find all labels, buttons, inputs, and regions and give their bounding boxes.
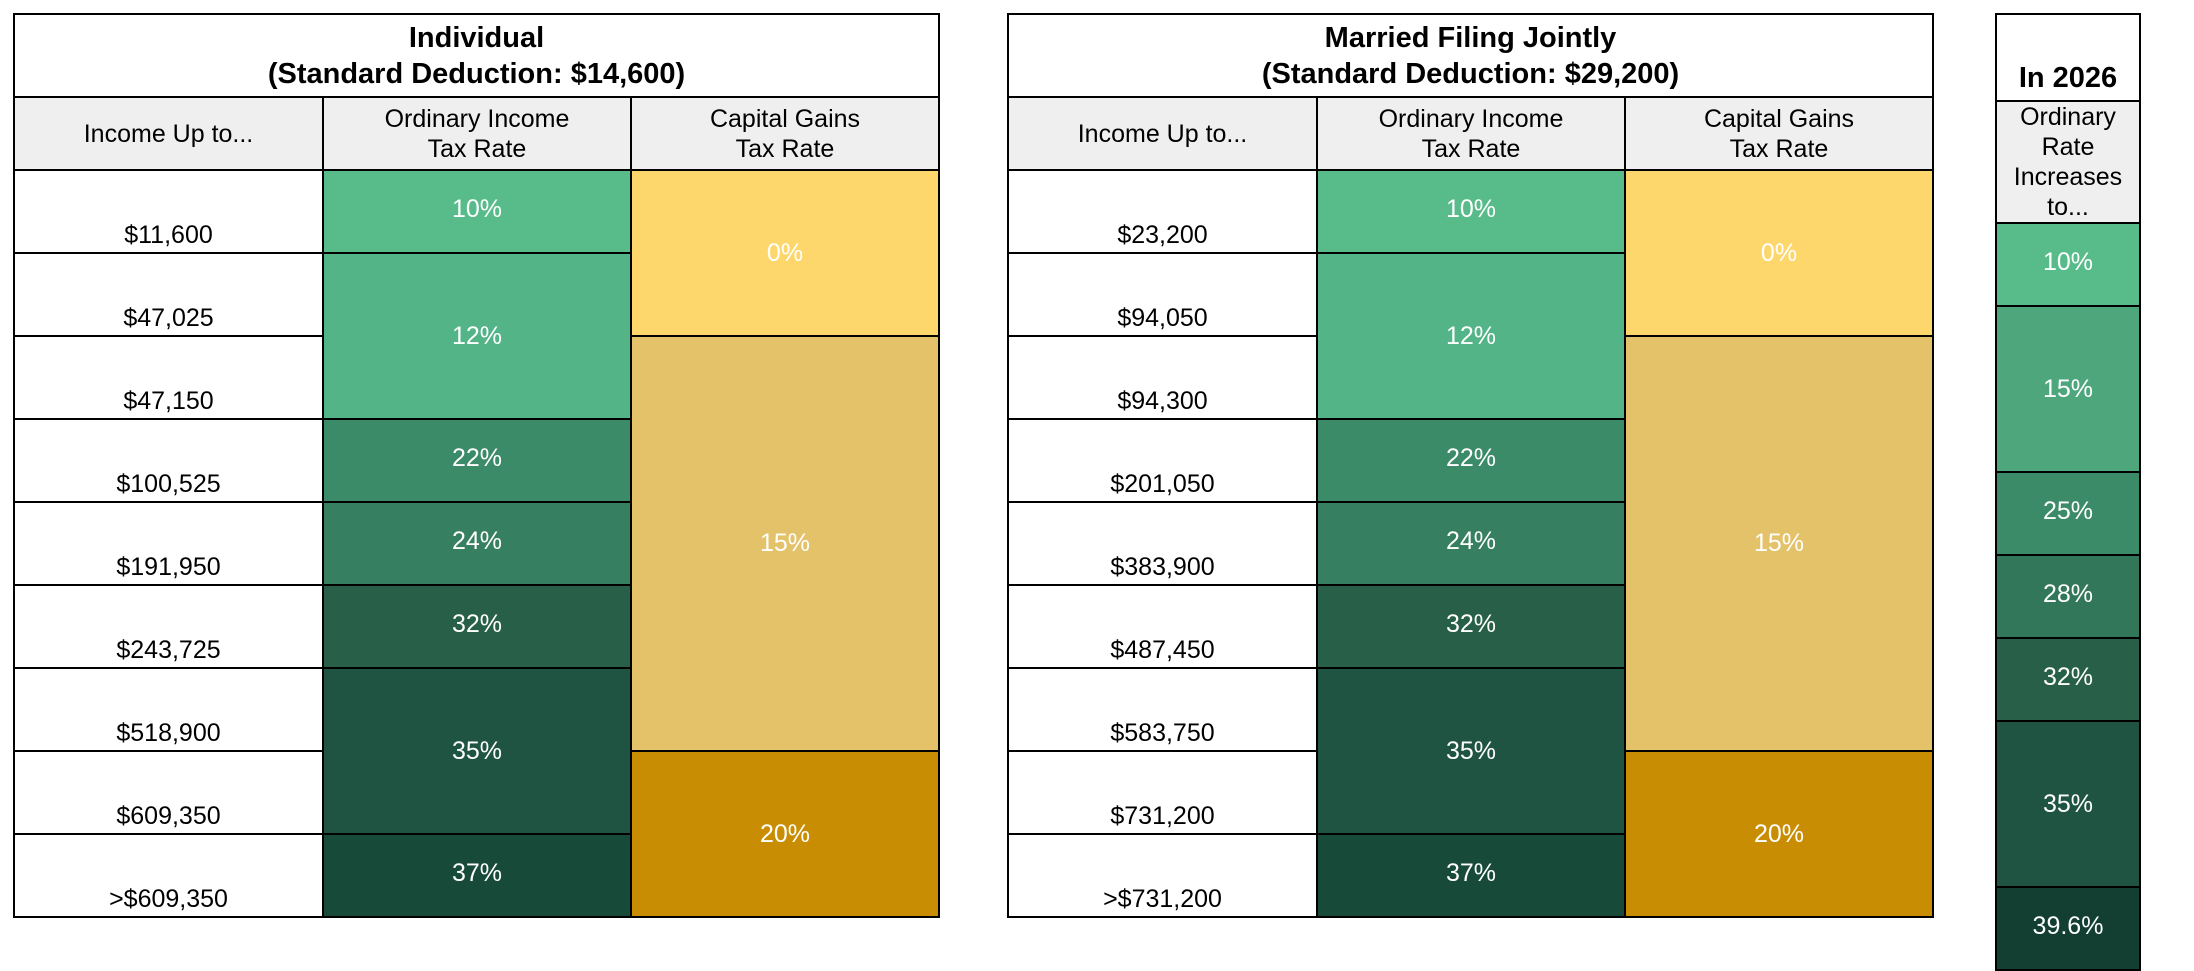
ordinary-rate-cell: 35% (1316, 667, 1626, 835)
income-cell: $94,050 (1007, 252, 1318, 337)
ordinary-rate-cell: 37% (322, 833, 632, 918)
married-panel: Married Filing Jointly (Standard Deducti… (1007, 13, 1934, 918)
individual-title-line1: Individual (408, 21, 545, 54)
future-panel: In 2026 Ordinary Rate Increases to... 10%… (1995, 13, 2141, 971)
income-cell: $201,050 (1007, 418, 1318, 503)
individual-ordinary-header: Ordinary Income Tax Rate (322, 96, 632, 171)
income-cell: $191,950 (13, 501, 324, 586)
married-title-line2: (Standard Deduction: $29,200) (1261, 57, 1680, 90)
cg-rate-cell: 0% (1624, 169, 1934, 337)
future-rate-cell: 39.6% (1995, 886, 2141, 971)
cg-rate-cell: 0% (630, 169, 940, 337)
individual-title: Individual (Standard Deduction: $14,600) (13, 13, 940, 98)
income-cell: $47,150 (13, 335, 324, 420)
individual-income-header: Income Up to... (13, 96, 324, 171)
future-rate-cell: 35% (1995, 720, 2141, 888)
income-cell: $609,350 (13, 750, 324, 835)
future-rate-cell: 25% (1995, 471, 2141, 556)
ordinary-rate-cell: 24% (1316, 501, 1626, 586)
ordinary-rate-cell: 10% (1316, 169, 1626, 254)
ordinary-rate-cell: 22% (322, 418, 632, 503)
cg-rate-cell: 20% (1624, 750, 1934, 918)
ordinary-rate-cell: 12% (1316, 252, 1626, 420)
individual-title-line2: (Standard Deduction: $14,600) (267, 57, 686, 90)
married-ordinary-header: Ordinary Income Tax Rate (1316, 96, 1626, 171)
married-title: Married Filing Jointly (Standard Deducti… (1007, 13, 1934, 98)
married-income-header: Income Up to... (1007, 96, 1318, 171)
income-cell: $243,725 (13, 584, 324, 669)
future-rate-cell: 32% (1995, 637, 2141, 722)
income-cell: $583,750 (1007, 667, 1318, 752)
ordinary-rate-cell: 37% (1316, 833, 1626, 918)
income-cell: $11,600 (13, 169, 324, 254)
future-rate-cell: 10% (1995, 222, 2141, 307)
ordinary-rate-cell: 24% (322, 501, 632, 586)
cg-rate-cell: 15% (630, 335, 940, 752)
ordinary-rate-cell: 22% (1316, 418, 1626, 503)
married-cg-header: Capital Gains Tax Rate (1624, 96, 1934, 171)
future-ordinary-header: Ordinary Rate Increases to... (1995, 100, 2141, 224)
income-cell: $47,025 (13, 252, 324, 337)
ordinary-rate-cell: 10% (322, 169, 632, 254)
married-title-line1: Married Filing Jointly (1324, 21, 1617, 54)
individual-panel: Individual (Standard Deduction: $14,600)… (13, 13, 940, 918)
individual-table: Individual (Standard Deduction: $14,600)… (13, 13, 940, 918)
income-cell: $383,900 (1007, 501, 1318, 586)
ordinary-rate-cell: 32% (1316, 584, 1626, 669)
income-cell: $731,200 (1007, 750, 1318, 835)
future-rate-cell: 15% (1995, 305, 2141, 473)
future-table: In 2026 Ordinary Rate Increases to... 10%… (1995, 13, 2141, 971)
ordinary-rate-cell: 12% (322, 252, 632, 420)
income-cell: >$731,200 (1007, 833, 1318, 918)
future-rate-cell: 28% (1995, 554, 2141, 639)
income-cell: >$609,350 (13, 833, 324, 918)
cg-rate-cell: 15% (1624, 335, 1934, 752)
income-cell: $487,450 (1007, 584, 1318, 669)
ordinary-rate-cell: 35% (322, 667, 632, 835)
income-cell: $518,900 (13, 667, 324, 752)
income-cell: $23,200 (1007, 169, 1318, 254)
married-table: Married Filing Jointly (Standard Deducti… (1007, 13, 1934, 918)
individual-cg-header: Capital Gains Tax Rate (630, 96, 940, 171)
income-cell: $94,300 (1007, 335, 1318, 420)
future-title: In 2026 (1995, 13, 2141, 102)
income-cell: $100,525 (13, 418, 324, 503)
cg-rate-cell: 20% (630, 750, 940, 918)
ordinary-rate-cell: 32% (322, 584, 632, 669)
